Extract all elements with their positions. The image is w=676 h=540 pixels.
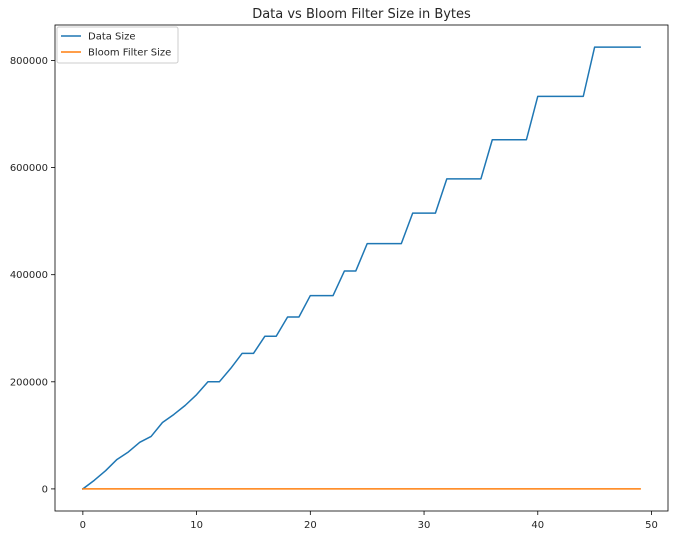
legend-box <box>56 26 179 64</box>
y-tick-label: 0 <box>42 484 48 495</box>
y-tick-label: 800000 <box>10 56 48 67</box>
series-lines <box>81 46 641 490</box>
y-tick-label: 400000 <box>10 270 48 281</box>
x-tick-label: 40 <box>531 520 544 531</box>
x-tick-label: 20 <box>304 520 317 531</box>
x-tick-label: 30 <box>418 520 431 531</box>
x-axis-ticks: 0 10 20 30 40 50 <box>80 511 658 531</box>
legend: Data Size Bloom Filter Size <box>56 26 179 64</box>
y-axis-ticks: 0 200000 400000 600000 800000 <box>10 56 55 495</box>
y-tick-label: 600000 <box>10 163 48 174</box>
legend-label-data-size: Data Size <box>88 32 136 43</box>
x-tick-label: 10 <box>190 520 203 531</box>
x-tick-label: 50 <box>645 520 658 531</box>
plot-frame <box>54 24 669 512</box>
x-tick-label: 0 <box>80 520 86 531</box>
y-tick-label: 200000 <box>10 377 48 388</box>
series-line-data-size <box>81 46 641 490</box>
chart-title: Data vs Bloom Filter Size in Bytes <box>252 7 471 22</box>
legend-label-bloom-filter-size: Bloom Filter Size <box>88 48 171 59</box>
